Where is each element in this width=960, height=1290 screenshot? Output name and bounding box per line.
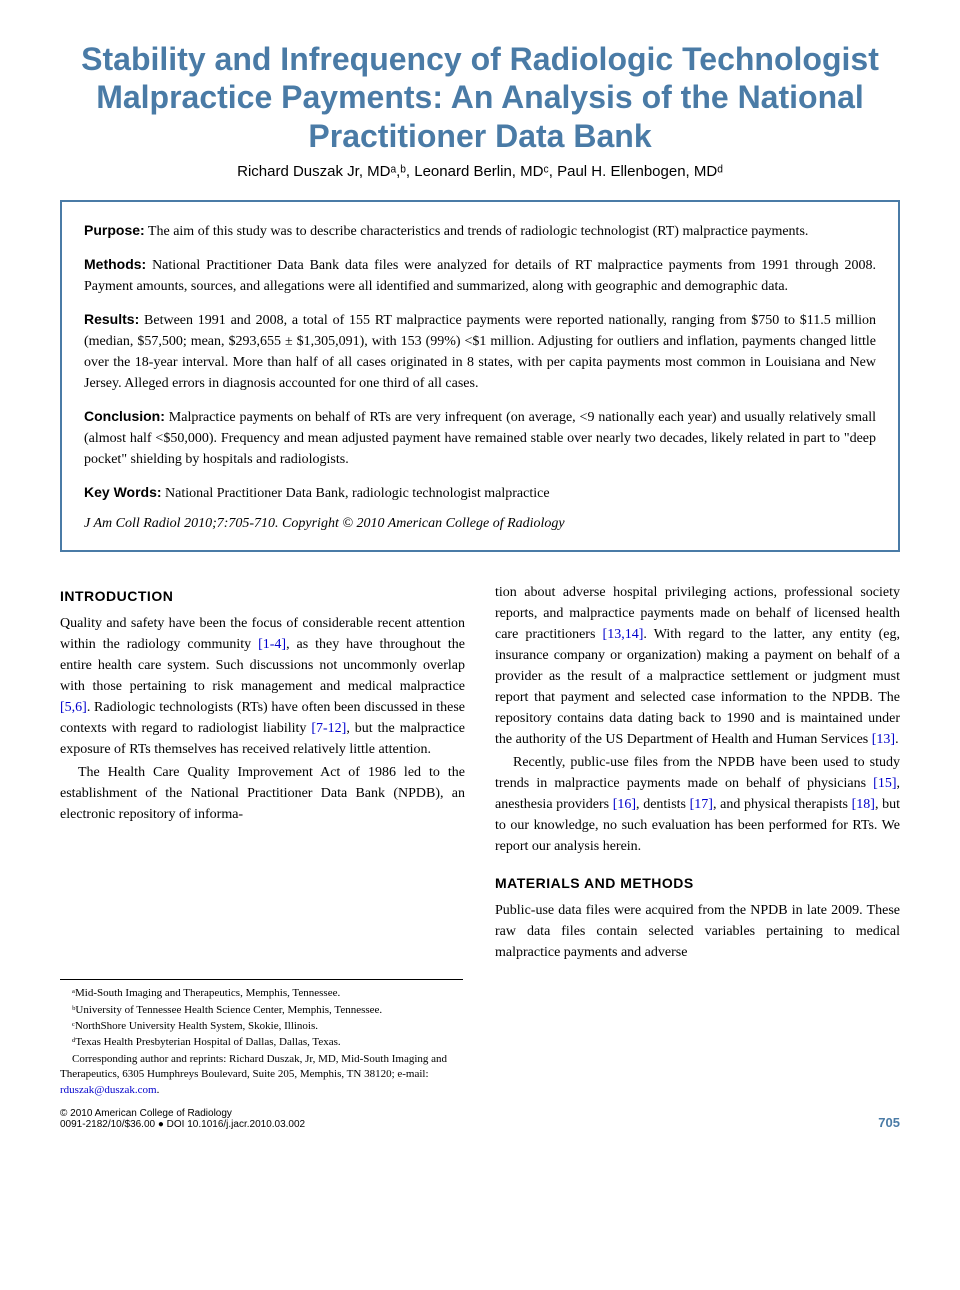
keywords-text: National Practitioner Data Bank, radiolo… (162, 486, 550, 501)
conclusion-label: Conclusion: (84, 408, 165, 424)
right-column: tion about adverse hospital privileging … (495, 582, 900, 965)
intro-paragraph-1: Quality and safety have been the focus o… (60, 613, 465, 760)
abstract-purpose: Purpose: The aim of this study was to de… (84, 220, 876, 242)
abstract-keywords: Key Words: National Practitioner Data Ba… (84, 482, 876, 504)
ref-link-1-4[interactable]: [1-4] (258, 637, 286, 652)
ref-link-13[interactable]: [13] (872, 732, 895, 747)
ref-link-5-6[interactable]: [5,6] (60, 700, 87, 715)
page-footer: © 2010 American College of Radiology 009… (60, 1108, 900, 1130)
abstract-conclusion: Conclusion: Malpractice payments on beha… (84, 406, 876, 470)
col2-p2-text-d: , and physical therapists (713, 797, 852, 812)
col2-paragraph-2: Recently, public-use files from the NPDB… (495, 752, 900, 857)
article-title: Stability and Infrequency of Radiologic … (60, 40, 900, 155)
purpose-label: Purpose: (84, 222, 145, 238)
keywords-label: Key Words: (84, 484, 162, 500)
methods-label: Methods: (84, 256, 146, 272)
methods-paragraph-1: Public-use data files were acquired from… (495, 900, 900, 963)
page-number: 705 (878, 1115, 900, 1130)
footnote-b: ᵇUniversity of Tennessee Health Science … (60, 1003, 463, 1018)
introduction-heading: INTRODUCTION (60, 586, 465, 607)
corr-email-link[interactable]: rduszak@duszak.com (60, 1084, 157, 1096)
author-footnotes: ᵃMid-South Imaging and Therapeutics, Mem… (60, 979, 463, 1098)
col2-paragraph-1: tion about adverse hospital privileging … (495, 582, 900, 750)
intro-paragraph-2: The Health Care Quality Improvement Act … (60, 762, 465, 825)
materials-methods-heading: MATERIALS AND METHODS (495, 873, 900, 894)
ref-link-17[interactable]: [17] (690, 797, 713, 812)
col2-p2-text-c: , dentists (636, 797, 690, 812)
results-text: Between 1991 and 2008, a total of 155 RT… (84, 313, 876, 391)
conclusion-text: Malpractice payments on behalf of RTs ar… (84, 410, 876, 467)
abstract-methods: Methods: National Practitioner Data Bank… (84, 254, 876, 297)
corr-text-b: . (157, 1084, 160, 1096)
abstract-results: Results: Between 1991 and 2008, a total … (84, 309, 876, 394)
ref-link-13-14[interactable]: [13,14] (603, 627, 644, 642)
abstract-box: Purpose: The aim of this study was to de… (60, 200, 900, 552)
results-label: Results: (84, 311, 139, 327)
footnote-c: ᶜNorthShore University Health System, Sk… (60, 1019, 463, 1034)
ref-link-16[interactable]: [16] (613, 797, 636, 812)
methods-text: National Practitioner Data Bank data fil… (84, 258, 876, 294)
footnote-d: ᵈTexas Health Presbyterian Hospital of D… (60, 1035, 463, 1050)
col2-p2-text-a: Recently, public-use files from the NPDB… (495, 755, 900, 791)
footnote-corresponding: Corresponding author and reprints: Richa… (60, 1052, 463, 1098)
corr-text-a: Corresponding author and reprints: Richa… (60, 1053, 447, 1080)
col2-p1-text-c: . (895, 732, 899, 747)
footer-left: © 2010 American College of Radiology 009… (60, 1108, 305, 1130)
ref-link-7-12[interactable]: [7-12] (311, 721, 346, 736)
ref-link-18[interactable]: [18] (852, 797, 875, 812)
ref-link-15[interactable]: [15] (873, 776, 896, 791)
footer-copyright: © 2010 American College of Radiology (60, 1108, 305, 1119)
purpose-text: The aim of this study was to describe ch… (145, 224, 809, 239)
left-column: INTRODUCTION Quality and safety have bee… (60, 582, 465, 965)
footer-doi: 0091-2182/10/$36.00 ● DOI 10.1016/j.jacr… (60, 1119, 305, 1130)
footnote-a: ᵃMid-South Imaging and Therapeutics, Mem… (60, 986, 463, 1001)
article-authors: Richard Duszak Jr, MDᵃ,ᵇ, Leonard Berlin… (60, 163, 900, 180)
col2-p1-text-b: . With regard to the latter, any entity … (495, 627, 900, 747)
abstract-citation: J Am Coll Radiol 2010;7:705-710. Copyrig… (84, 516, 876, 532)
body-columns: INTRODUCTION Quality and safety have bee… (60, 582, 900, 965)
